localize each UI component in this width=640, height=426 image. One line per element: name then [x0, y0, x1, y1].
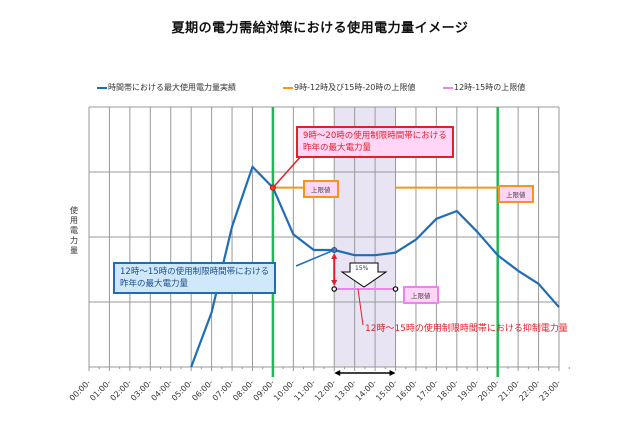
legend-item-orange-limit: 9時-12時及び15時-20時の上限値 [283, 82, 415, 93]
y-label-char: 力 [70, 236, 78, 245]
x-tick-label: 08:00- [231, 378, 256, 403]
x-tick-label: 19:00- [456, 378, 481, 403]
arrow-left-icon [334, 370, 341, 376]
x-tick-label: 06:00- [190, 378, 215, 403]
callout-text: 12時～15時の使用制限時間帯における [120, 267, 270, 277]
limit-badge-pink: 上限値 [403, 286, 439, 304]
x-tick-label: 13:00- [333, 378, 358, 403]
x-tick-label: 12:00- [313, 378, 338, 403]
callout-text: 昨年の最大電力量 [303, 143, 372, 153]
x-tick-label: 00:00- [68, 378, 93, 403]
x-tick-label: 10:00- [272, 378, 297, 403]
pink-limit-start-marker [331, 286, 338, 292]
x-tick-label: 11:00- [292, 378, 317, 403]
callout-text: 9時～20時の使用制限時間帯における [303, 131, 447, 141]
arrow-down-icon [331, 280, 338, 286]
legend-item-usage: 時間帯における最大使用電力量実績 [97, 82, 236, 93]
x-tick-label: 20:00- [476, 378, 501, 403]
limit-badge-orange-evening: 上限値 [498, 185, 534, 203]
arrow-up-icon [331, 253, 338, 259]
callout-last-year-max-9-20: 9時～20時の使用制限時間帯における 昨年の最大電力量 [296, 126, 454, 158]
x-tick-label: 23:00- [538, 378, 563, 403]
y-label-char: 用 [70, 216, 78, 225]
blue-callout-pointer [295, 249, 335, 267]
x-tick-label: 14:00- [354, 378, 379, 403]
x-tick-label: 18:00- [436, 378, 461, 403]
chart-title: 夏期の電力需給対策における使用電力量イメージ [171, 21, 469, 36]
x-tick-label: 02:00- [109, 378, 134, 403]
legend-swatch-pink-icon [443, 86, 453, 89]
x-tick-label: 05:00- [170, 378, 195, 403]
x-tick-label: 16:00- [395, 378, 420, 403]
x-tick-label: 21:00- [497, 378, 522, 403]
arrow-right-icon [389, 370, 396, 376]
reduction-percent: 15% [355, 265, 369, 272]
legend-swatch-orange-icon [283, 86, 293, 89]
down-arrow-icon [340, 262, 388, 288]
y-axis-label: 使 用 電 力 量 [69, 206, 79, 256]
limit-badge-orange-morning: 上限値 [303, 180, 339, 198]
legend-item-pink-limit: 12時-15時の上限値 [443, 82, 525, 93]
x-tick-label: 01:00- [88, 378, 113, 403]
x-tick-label: 07:00- [211, 378, 236, 403]
reduction-note-pointer [357, 288, 364, 326]
legend-swatch-blue-icon [97, 86, 107, 89]
legend: 時間帯における最大使用電力量実績 9時-12時及び15時-20時の上限値 12時… [0, 82, 640, 96]
y-label-char: 電 [70, 226, 78, 235]
x-tick-label: 03:00- [129, 378, 154, 403]
red-callout-pointer [272, 154, 303, 189]
callout-text: 昨年の最大電力量 [120, 279, 189, 289]
usage-line [190, 165, 560, 368]
legend-label: 12時-15時の上限値 [454, 83, 526, 92]
x-tick-label: 22:00- [517, 378, 542, 403]
x-tick-label: 04:00- [149, 378, 174, 403]
reduction-note: 12時～15時の使用制限時間帯における抑制電力量 [365, 324, 568, 334]
legend-label: 時間帯における最大使用電力量実績 [108, 83, 236, 92]
pink-limit-end-marker [392, 286, 399, 292]
x-tick-label: 17:00- [415, 378, 440, 403]
y-label-char: 使 [70, 206, 78, 215]
x-tick-label: 09:00- [252, 378, 277, 403]
x-tick-label: 15:00- [374, 378, 399, 403]
legend-label: 9時-12時及び15時-20時の上限値 [294, 83, 416, 92]
y-label-char: 量 [70, 246, 78, 255]
callout-last-year-max-12-15: 12時～15時の使用制限時間帯における 昨年の最大電力量 [113, 262, 277, 294]
